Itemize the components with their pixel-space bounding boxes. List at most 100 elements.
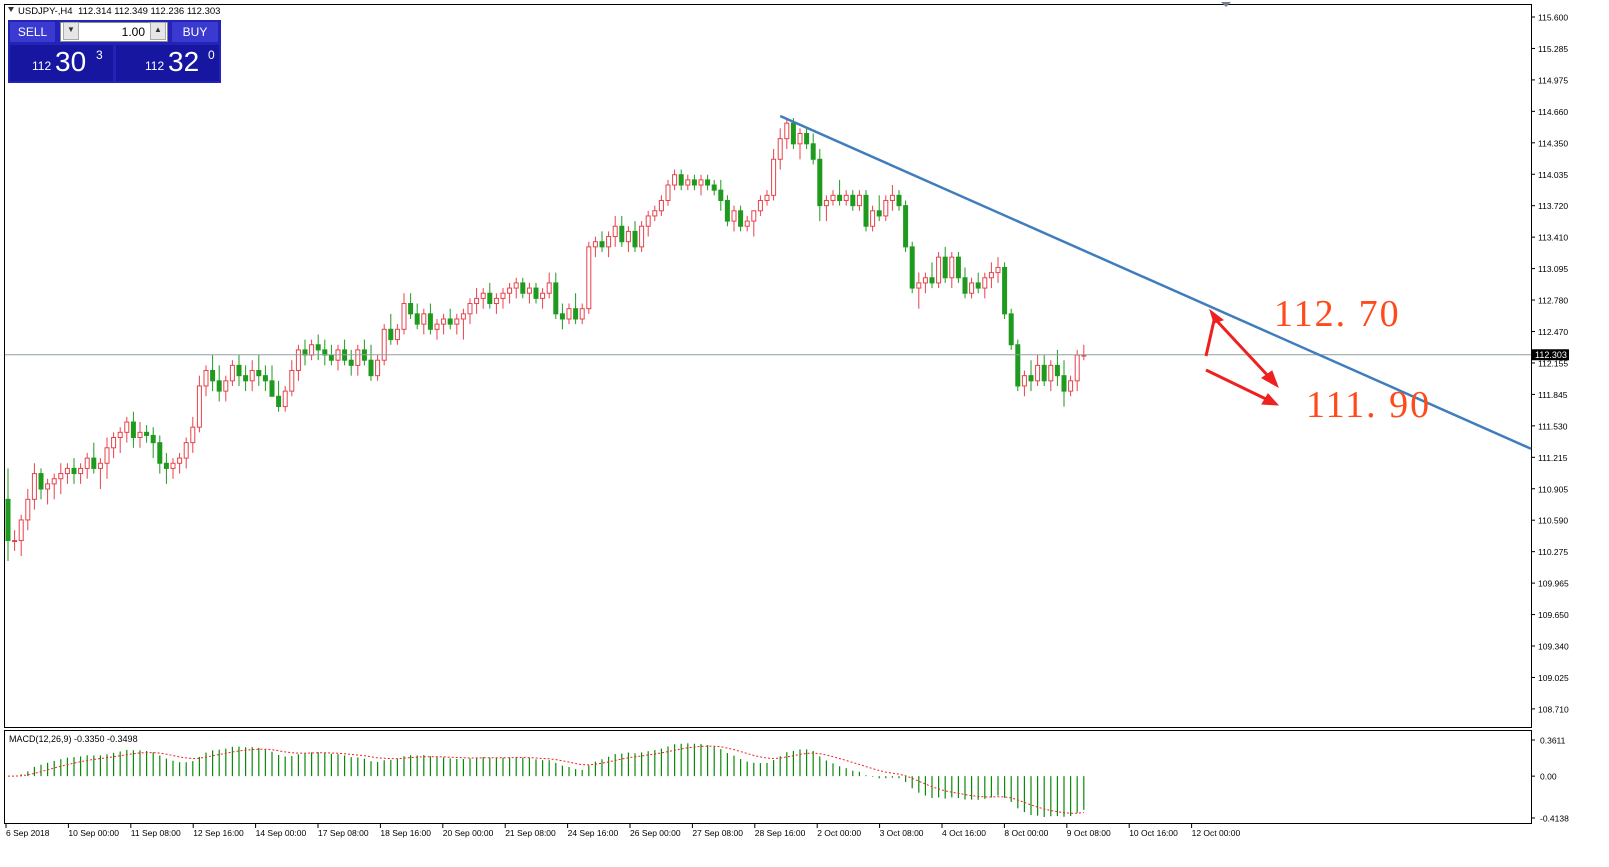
candle-body [837,194,843,201]
target-low-label: 111. 90 [1306,384,1431,426]
buy-price-pips: 32 [168,46,200,77]
candle-body [84,457,90,469]
candle-body [25,498,31,521]
candle-body [784,122,790,140]
time-tick-label: 18 Sep 16:00 [380,828,431,838]
time-tick-label: 26 Sep 00:00 [630,828,681,838]
candle-body [863,194,869,227]
trendline[interactable] [779,114,1532,450]
candle-body [513,282,519,289]
candle-body [355,349,361,366]
candle-body [982,277,988,289]
time-tick-label: 24 Sep 16:00 [568,828,619,838]
candle-body [507,287,513,294]
candle-body [1015,344,1021,387]
time-tick-label: 11 Sep 08:00 [131,828,181,838]
candle-body [421,313,427,325]
candle-body [216,380,222,392]
candle-body [909,246,915,289]
candle-body [163,462,169,469]
candle-body [203,370,209,387]
price-tick-label: 110.275 [1538,547,1568,557]
candle-body [1041,364,1047,382]
candle-body [942,256,948,279]
candle-body [619,225,625,243]
price-tick-label: 111.530 [1538,421,1568,431]
candle-body [625,230,631,243]
dropdown-triangle-icon[interactable] [8,7,14,12]
time-tick-label: 12 Oct 00:00 [1192,828,1241,838]
buy-price-big: 112 [145,59,165,73]
candle-body [955,256,961,279]
price-tick-label: 114.660 [1538,107,1568,117]
candle-body [520,282,526,294]
candle-body [579,308,585,320]
price-axis: 115.600 115.285 114.975 114.660 114.350 114.0… [1531,13,1569,714]
candle-body [797,133,803,145]
candle-body [744,220,750,227]
candle-body [12,540,18,543]
time-tick-label: 14 Sep 00:00 [256,828,307,838]
chart-shift-marker[interactable] [1221,2,1231,7]
ohlc-readout: 112.314 112.349 112.236 112.303 [78,6,220,17]
buy-price[interactable]: 112 32 0 [116,45,219,81]
candle-body [606,236,612,248]
candle-body [144,431,150,436]
candle-body [751,210,757,222]
sell-price-pips: 30 [55,46,87,77]
time-tick-label: 6 Sep 2018 [6,828,50,838]
candle-body [665,184,671,201]
candle-body [612,225,618,238]
candle-body [592,241,598,248]
candle-body [969,282,975,294]
buy-button[interactable]: BUY [172,22,218,42]
candle-body [1048,364,1054,382]
time-tick-label: 28 Sep 16:00 [755,828,806,838]
candle-body [328,354,334,361]
sell-button[interactable]: SELL [10,22,55,42]
candle-body [460,313,466,320]
candle-body [1061,375,1067,392]
price-tick-label: 109.340 [1538,642,1569,652]
candle-body [375,359,381,377]
candle-body [738,210,744,227]
candle-body [236,364,242,377]
candle-body [691,179,697,186]
time-tick-label: 3 Oct 08:00 [880,828,924,838]
candle-body [190,426,196,444]
price-tick-label: 111.215 [1538,453,1568,463]
candle-body [38,473,44,490]
candle-body [1028,375,1034,382]
arrow-down-2-head [1261,393,1280,406]
time-tick-label: 4 Oct 16:00 [942,828,986,838]
time-tick-label: 12 Sep 16:00 [193,828,244,838]
candle-body [975,282,981,289]
candle-body [883,199,889,217]
candle-body [91,457,97,469]
candle-body [381,328,387,361]
candle-body [678,174,684,186]
candle-body [196,385,202,428]
candle-body [876,210,882,217]
lot-decrease-icon[interactable]: ▼ [63,22,79,40]
candle-body [685,179,691,186]
candle-body [922,277,928,284]
candle-body [658,199,664,212]
sell-price[interactable]: 112 30 3 [10,45,113,81]
price-tick-label: 115.600 [1538,13,1568,23]
candle-body [243,375,249,382]
candle-body [553,282,559,315]
lot-size-input[interactable]: 1.00 [60,22,168,42]
arrow-down-1-head [1261,370,1279,389]
one-click-trading-panel: SELL 1.00 ▼ ▲ BUY 112 30 3 112 32 0 [8,20,221,83]
time-axis: 6 Sep 2018 10 Sep 00:00 11 Sep 08:00 12 Sep… [5,824,1241,838]
candle-body [441,318,447,325]
candle-body [480,292,486,299]
candle-body [962,277,968,294]
lot-increase-icon[interactable]: ▲ [150,22,166,40]
candle-body [718,189,724,201]
candle-body [454,318,460,325]
price-tick-label: 114.035 [1538,170,1568,180]
candle-body [1008,313,1014,346]
